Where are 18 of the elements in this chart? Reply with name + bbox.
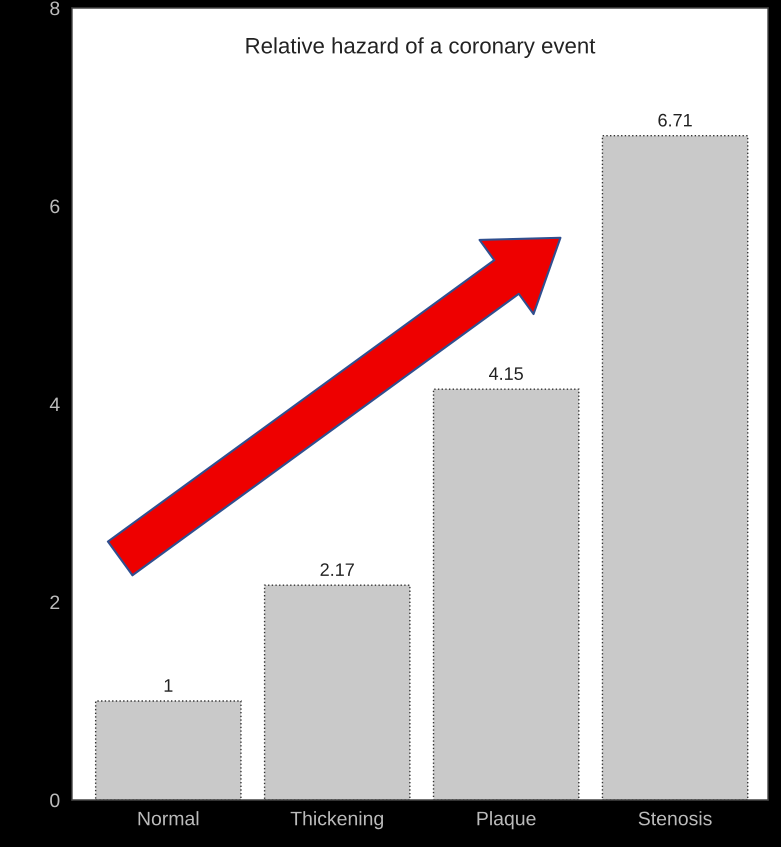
y-tick-label: 4 <box>50 398 60 412</box>
y-tick-label: 6 <box>50 199 60 214</box>
bar <box>602 135 748 800</box>
y-tick-label: 2 <box>50 595 60 610</box>
data-label: 2.17 <box>320 563 354 576</box>
bar <box>94 700 242 800</box>
y-tick-label: 0 <box>50 793 60 808</box>
x-tick-label: Thickening <box>290 811 383 830</box>
bar <box>432 388 580 800</box>
data-label: 4.15 <box>489 367 523 380</box>
bar <box>264 584 411 800</box>
text: Relative hazard of a coronary event <box>246 37 596 58</box>
y-tick-label: 8 <box>50 1 60 16</box>
data-label: 6.71 <box>658 114 692 127</box>
x-tick-label: Stenosis <box>638 811 712 826</box>
x-tick-label: Plaque <box>477 811 536 830</box>
data-label: 1 <box>164 679 172 692</box>
x-tick-label: Normal <box>138 811 198 826</box>
